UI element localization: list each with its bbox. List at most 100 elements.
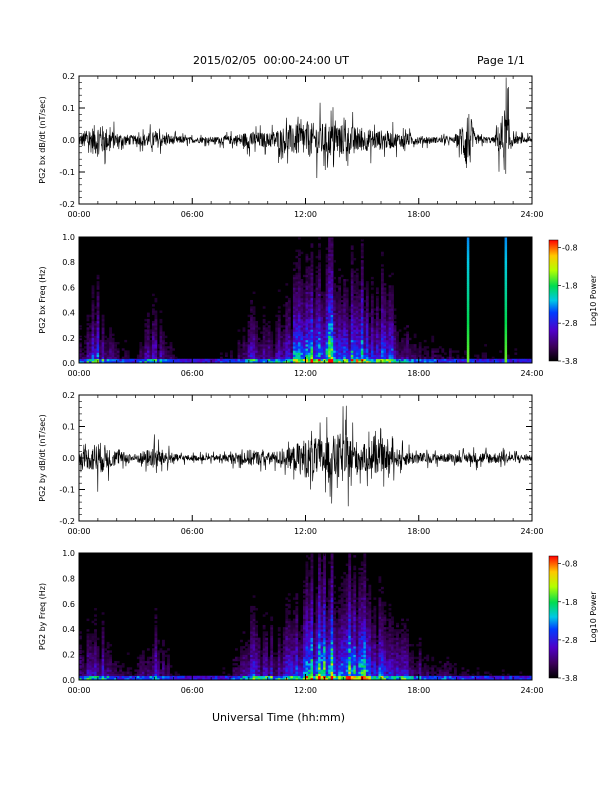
spectrogram-cell	[265, 656, 269, 660]
spectrogram-cell	[217, 675, 221, 679]
spectrogram-cell	[277, 627, 281, 630]
spectrogram-cell	[111, 663, 115, 666]
spectrogram-cell	[381, 306, 384, 309]
spectrogram-cell	[109, 669, 113, 672]
spectrogram-cell	[358, 360, 362, 364]
spectrogram-cell	[496, 358, 500, 362]
spectrogram-cell	[109, 675, 113, 679]
spectrogram-cell	[335, 312, 339, 315]
spike-cell	[466, 268, 470, 271]
spectrogram-cell	[167, 656, 170, 660]
spectrogram-cell	[282, 354, 286, 357]
spectrogram-cell	[287, 635, 291, 638]
waveform-line	[79, 405, 532, 507]
spectrogram-cell	[297, 237, 301, 240]
spectrogram-cell	[360, 293, 364, 297]
spectrogram-cell	[287, 637, 291, 641]
spectrogram-cell	[330, 318, 334, 322]
spectrogram-cell	[277, 663, 281, 666]
spectrogram-cell	[250, 354, 253, 357]
spectrogram-cell	[313, 344, 316, 347]
spectrogram-cell	[330, 312, 334, 315]
spectrogram-cell	[285, 631, 289, 634]
spectrogram-cell	[320, 586, 324, 590]
spectrogram-cell	[280, 360, 284, 364]
spike-cell	[466, 295, 470, 299]
spectrogram-cell	[277, 331, 281, 334]
spike-cell	[466, 283, 470, 286]
spectrogram-cell	[295, 669, 299, 672]
spectrogram-cell	[96, 325, 100, 328]
spectrogram-cell	[308, 597, 311, 600]
spectrogram-cell	[393, 358, 397, 362]
spectrogram-cell	[290, 633, 294, 636]
spectrogram-cell	[348, 331, 352, 334]
spectrogram-cell	[285, 333, 289, 336]
spectrogram-cell	[154, 631, 158, 634]
spectrogram-cell	[308, 329, 311, 332]
spectrogram-cell	[109, 677, 113, 681]
spectrogram-cell	[355, 302, 359, 305]
spectrogram-cell	[91, 639, 95, 643]
spectrogram-cell	[151, 656, 155, 660]
spectrogram-cell	[305, 268, 309, 271]
spectrogram-cell	[257, 667, 261, 670]
spectrogram-cell	[290, 644, 294, 647]
spectrogram-cell	[310, 287, 314, 290]
spectrogram-cell	[79, 348, 82, 351]
spectrogram-cell	[119, 358, 123, 362]
spectrogram-cell	[265, 633, 269, 636]
spectrogram-cell	[197, 677, 201, 681]
spectrogram-cell	[330, 295, 334, 299]
spectrogram-cell	[272, 656, 276, 660]
spectrogram-cell	[350, 312, 354, 315]
spectrogram-cell	[305, 635, 309, 638]
spectrogram-cell	[287, 344, 291, 347]
spectrogram-cell	[94, 339, 97, 343]
spectrogram-cell	[277, 660, 281, 664]
spectrogram-cell	[250, 658, 253, 662]
spectrogram-cell	[388, 287, 392, 290]
spectrogram-cell	[141, 356, 145, 360]
spectrogram-cell	[79, 660, 82, 664]
spectrogram-cell	[240, 673, 243, 677]
spectrogram-cell	[292, 302, 296, 305]
spectrogram-cell	[363, 314, 367, 318]
spectrogram-cell	[111, 333, 115, 336]
spectrogram-cell	[323, 614, 326, 617]
spectrogram-cell	[262, 348, 266, 351]
spectrogram-cell	[287, 618, 291, 622]
spectrogram-cell	[302, 352, 306, 355]
spectrogram-cell	[285, 295, 289, 299]
spectrogram-cell	[287, 650, 291, 653]
spectrogram-cell	[406, 342, 409, 345]
spectrogram-cell	[391, 350, 394, 353]
spectrogram-cell	[318, 673, 321, 677]
spectrogram-cell	[313, 358, 316, 362]
spectrogram-cell	[86, 677, 90, 681]
spectrogram-cell	[383, 321, 387, 324]
spectrogram-cell	[323, 327, 326, 330]
spectrogram-cell	[375, 352, 379, 355]
spectrogram-cell	[91, 323, 95, 326]
spectrogram-cell	[323, 669, 326, 672]
spectrogram-cell	[368, 358, 372, 362]
spectrogram-cell	[252, 633, 256, 636]
spectrogram-cell	[91, 333, 95, 336]
spectrogram-cell	[270, 350, 274, 353]
spectrogram-cell	[313, 673, 316, 677]
spectrogram-cell	[297, 291, 301, 294]
spectrogram-cell	[280, 671, 284, 674]
spectrogram-cell	[383, 291, 387, 294]
spectrogram-cell	[373, 323, 377, 326]
spectrogram-cell	[310, 578, 314, 581]
spectrogram-cell	[313, 622, 316, 626]
spectrogram-cell	[290, 358, 294, 362]
spectrogram-cell	[388, 358, 392, 362]
spectrogram-cell	[340, 342, 344, 345]
spectrogram-cell	[383, 300, 387, 303]
spectrogram-cell	[328, 354, 331, 357]
spectrogram-cell	[300, 358, 304, 362]
x-tick-label: 12:00	[294, 527, 317, 536]
spectrogram-cell	[94, 618, 97, 622]
